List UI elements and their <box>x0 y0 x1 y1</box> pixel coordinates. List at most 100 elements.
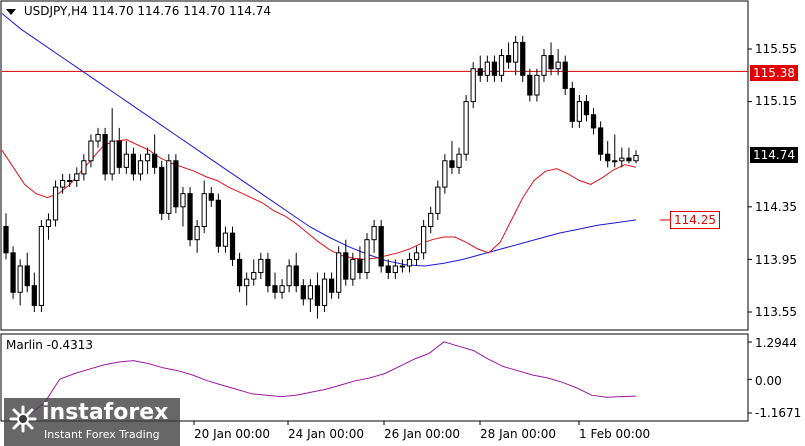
level-price-tag: 115.38 <box>750 65 798 81</box>
candle-body <box>24 265 30 287</box>
candle-body <box>159 166 165 214</box>
price-label: 114.35 <box>755 200 797 214</box>
candle-body <box>116 140 122 168</box>
candle-body <box>222 232 229 247</box>
oscillator-line <box>29 341 637 415</box>
candle-body <box>435 186 441 214</box>
candle-body <box>576 101 582 122</box>
price-label: 113.55 <box>755 305 797 319</box>
symbol-info: USDJPY,H4 114.70 114.76 114.70 114.74 <box>23 4 271 18</box>
candle-body <box>491 61 498 76</box>
candle-body <box>258 258 264 274</box>
price-label: 113.95 <box>755 253 797 267</box>
candle-body <box>31 285 37 306</box>
candle-body <box>350 258 356 280</box>
candle-body <box>201 193 207 228</box>
candle-body <box>470 68 476 103</box>
indicator-title: Marlin -0.4313 <box>6 338 94 352</box>
candle-body <box>442 160 448 188</box>
candle-body <box>215 199 221 247</box>
axis-ticks <box>193 48 752 425</box>
candle-body <box>626 157 632 162</box>
indicator-axis-label: 1.2944 <box>755 336 797 350</box>
candle-body <box>144 153 151 162</box>
candlestick-series <box>3 35 639 319</box>
candle-body <box>109 140 115 175</box>
triangle-down-icon[interactable] <box>6 8 16 15</box>
candle-body <box>137 160 144 175</box>
candle-body <box>505 55 512 63</box>
candle-body <box>74 173 80 182</box>
candle-body <box>357 258 363 274</box>
candle-body <box>498 55 505 76</box>
candle-body <box>343 252 349 280</box>
candle-body <box>463 101 469 155</box>
candle-body <box>300 285 306 300</box>
marlin-oscillator-line <box>29 341 637 415</box>
candle-body <box>633 155 639 162</box>
candle-body <box>130 153 137 175</box>
time-label: 1 Feb 00:00 <box>579 427 651 441</box>
candle-body <box>208 193 214 201</box>
price-label: 115.15 <box>755 94 797 108</box>
candle-body <box>541 55 547 76</box>
candle-body <box>555 61 561 70</box>
time-label: 24 Jan 00:00 <box>288 427 364 441</box>
candle-body <box>279 285 285 293</box>
ma-slow-line <box>1 13 637 267</box>
candle-body <box>45 219 52 228</box>
candle-body <box>569 87 575 122</box>
candle-body <box>166 160 172 214</box>
candle-body <box>477 68 483 76</box>
candle-body <box>378 226 384 267</box>
candle-body <box>612 160 618 163</box>
candle-body <box>456 153 462 168</box>
candle-body <box>60 180 66 188</box>
candle-body <box>314 285 321 306</box>
candle-body <box>619 157 625 162</box>
candle-body <box>597 127 604 155</box>
candle-body <box>293 265 299 287</box>
candle-body <box>321 278 328 306</box>
candle-body <box>95 133 101 142</box>
candle-body <box>562 61 568 89</box>
candle-body <box>328 278 335 293</box>
candle-body <box>52 186 59 221</box>
candle-body <box>265 258 271 287</box>
current-price-tag: 114.74 <box>750 147 798 163</box>
symbol-header: USDJPY,H4 114.70 114.76 114.70 114.74 <box>6 4 271 18</box>
candle-body <box>17 265 23 293</box>
candle-body <box>3 226 9 254</box>
candle-body <box>392 265 398 274</box>
time-label: 26 Jan 00:00 <box>384 427 460 441</box>
candle-body <box>81 160 87 175</box>
candle-body <box>229 232 236 260</box>
candle-body <box>406 258 413 267</box>
candle-body <box>534 74 540 96</box>
candle-body <box>484 61 490 76</box>
time-label: 28 Jan 00:00 <box>480 427 556 441</box>
candle-body <box>513 41 519 63</box>
candle-body <box>336 252 342 293</box>
candle-body <box>449 160 455 168</box>
candle-body <box>413 252 420 260</box>
candle-body <box>590 114 597 129</box>
candle-body <box>286 265 292 287</box>
candle-body <box>10 252 16 293</box>
candle-body <box>152 153 158 168</box>
candle-body <box>371 226 377 241</box>
indicator-axis-label: 0.00 <box>755 374 782 388</box>
candle-body <box>583 101 590 116</box>
candle-body <box>194 226 200 241</box>
candle-body <box>67 180 73 182</box>
time-label: 20 Jan 00:00 <box>194 427 270 441</box>
candle-body <box>123 153 129 168</box>
indicator-axis-label: -1.1671 <box>755 406 802 420</box>
watermark-tagline: Instant Forex Trading <box>44 428 160 441</box>
candle-body <box>548 55 554 70</box>
candle-body <box>364 239 370 274</box>
instaforex-logo-icon <box>9 405 37 433</box>
candle-body <box>527 74 533 96</box>
candle-body <box>605 153 611 162</box>
candle-body <box>236 258 243 287</box>
